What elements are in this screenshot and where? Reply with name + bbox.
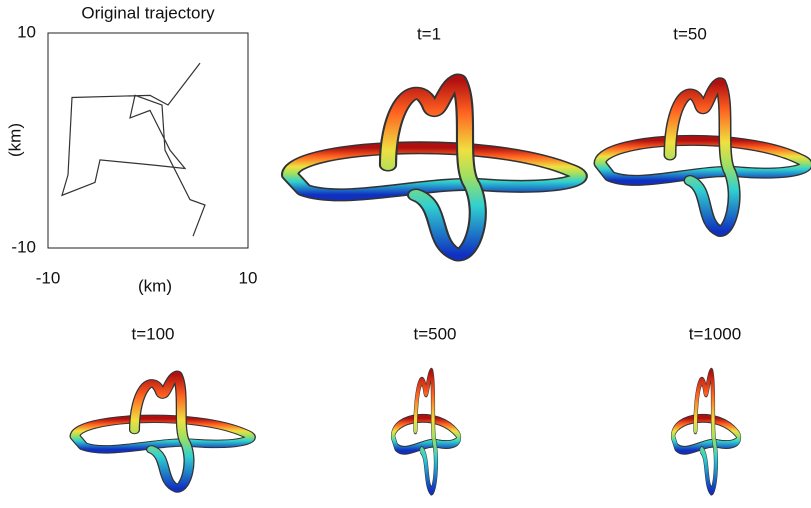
trajectory-line	[61, 62, 206, 237]
y-tick-label: -10	[11, 237, 36, 256]
tube-render	[290, 80, 579, 255]
tube-render	[673, 372, 739, 491]
panel-title: t=50	[673, 24, 707, 43]
plot-frame	[47, 32, 249, 249]
panel-title: t=1000	[689, 324, 741, 343]
panel-title: t=1	[417, 24, 441, 43]
y-axis-label: (km)	[5, 123, 24, 157]
panel-title: t=500	[413, 324, 456, 343]
panel-title: t=100	[131, 324, 174, 343]
x-axis-label: (km)	[138, 276, 172, 295]
tube-render	[75, 375, 250, 489]
y-tick-label: 10	[17, 22, 36, 41]
tube-render	[393, 372, 459, 491]
x-tick-label: -10	[36, 268, 61, 287]
tube-render	[600, 83, 806, 232]
x-tick-label: 10	[239, 268, 258, 287]
plot-title: Original trajectory	[81, 3, 215, 22]
